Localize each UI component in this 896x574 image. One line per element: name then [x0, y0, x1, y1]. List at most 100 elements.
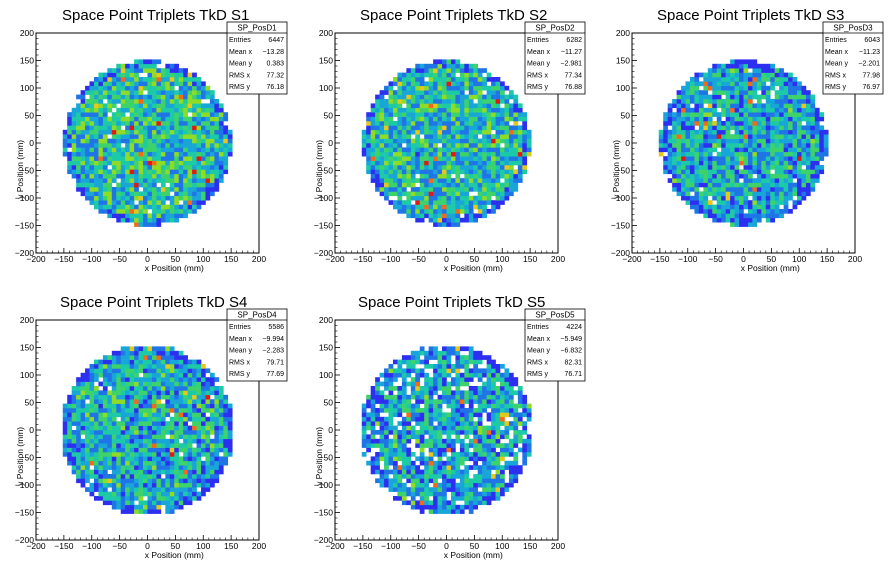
heatmap-cell — [747, 77, 753, 82]
heatmap-cell — [125, 447, 130, 453]
heatmap-cell — [187, 125, 193, 131]
heatmap-cell — [495, 99, 501, 104]
heatmap-cell — [761, 147, 767, 153]
heatmap-cell — [779, 165, 784, 170]
heatmap-cell — [93, 447, 99, 453]
heatmap-cell — [129, 482, 135, 488]
heatmap-cell — [174, 359, 180, 365]
heatmap-cell — [196, 377, 202, 382]
heatmap-cell — [694, 195, 700, 201]
heatmap-cell — [703, 165, 709, 170]
heatmap-cell — [366, 125, 371, 131]
heatmap-cell — [761, 178, 767, 183]
heatmap-cell — [384, 425, 389, 431]
heatmap-cell — [169, 112, 175, 117]
heatmap-cell — [694, 81, 700, 87]
heatmap-cell — [201, 178, 206, 183]
heatmap-cell — [196, 138, 202, 144]
heatmap-cell — [143, 103, 148, 109]
heatmap-cell — [517, 173, 523, 179]
heatmap-cell — [379, 125, 385, 131]
heatmap-cell — [526, 143, 532, 148]
heatmap-cell — [160, 491, 166, 497]
heatmap-cell — [187, 143, 193, 148]
heatmap-cell — [388, 452, 394, 457]
heatmap-cell — [752, 94, 758, 100]
heatmap-cell — [437, 77, 443, 82]
heatmap-cell — [779, 81, 784, 87]
heatmap-cell — [424, 156, 429, 161]
heatmap-cell — [819, 165, 825, 170]
heatmap-cell — [415, 107, 421, 113]
heatmap-cell — [384, 191, 389, 197]
heatmap-cell — [468, 169, 474, 175]
heatmap-cell — [491, 138, 496, 144]
heatmap-cell — [151, 112, 157, 117]
heatmap-cell — [459, 191, 465, 197]
heatmap-cell — [477, 204, 483, 210]
heatmap-cell — [433, 160, 438, 166]
heatmap-cell — [174, 160, 180, 166]
heatmap-cell — [134, 496, 139, 501]
heatmap-cell — [89, 403, 95, 409]
heatmap-cell — [446, 143, 452, 148]
heatmap-cell — [201, 421, 206, 426]
heatmap-cell — [464, 99, 470, 104]
heatmap-cell — [455, 59, 461, 65]
heatmap-cell — [80, 403, 86, 409]
heatmap-cell — [196, 474, 202, 479]
heatmap-cell — [689, 195, 695, 201]
heatmap-cell — [756, 125, 762, 131]
heatmap-cell — [102, 209, 108, 214]
heatmap-cell — [169, 386, 175, 391]
heatmap-cell — [397, 129, 403, 135]
heatmap-cell — [160, 364, 166, 369]
heatmap-cell — [814, 121, 820, 126]
heatmap-cell — [428, 63, 434, 69]
heatmap-cell — [178, 112, 184, 117]
heatmap-cell — [522, 129, 528, 135]
heatmap-cell — [102, 416, 108, 422]
heatmap-cell — [428, 178, 434, 183]
heatmap-cell — [805, 99, 811, 104]
heatmap-cell — [227, 138, 233, 144]
heatmap-cell — [433, 178, 438, 183]
heatmap-cell — [774, 178, 780, 183]
heatmap-cell — [482, 116, 487, 122]
heatmap-cell — [214, 169, 220, 175]
heatmap-cell — [730, 143, 735, 148]
heatmap-cell — [756, 121, 762, 126]
heatmap-cell — [743, 121, 749, 126]
heatmap-cell — [138, 94, 144, 100]
heatmap-cell — [174, 143, 180, 148]
heatmap-cell — [218, 121, 224, 126]
heatmap-cell — [107, 482, 113, 488]
heatmap-cell — [85, 160, 90, 166]
heatmap-cell — [375, 469, 380, 475]
stats-row-value: 6043 — [864, 37, 880, 44]
heatmap-cell — [120, 217, 126, 223]
heatmap-cell — [178, 143, 184, 148]
heatmap-cell — [455, 191, 461, 197]
heatmap-cell — [419, 178, 425, 183]
heatmap-cell — [739, 94, 744, 100]
heatmap-cell — [111, 191, 117, 197]
heatmap-cell — [392, 443, 398, 448]
heatmap-cell — [116, 425, 122, 431]
heatmap-cell — [201, 465, 206, 470]
heatmap-cell — [752, 143, 758, 148]
heatmap-cell — [788, 103, 793, 109]
heatmap-cell — [102, 469, 108, 475]
heatmap-cell — [797, 99, 802, 104]
heatmap-cell — [174, 94, 180, 100]
heatmap-cell — [183, 107, 188, 113]
heatmap-cell — [156, 377, 162, 382]
heatmap-cell — [526, 129, 532, 135]
heatmap-cell — [401, 107, 407, 113]
heatmap-cell — [459, 143, 465, 148]
heatmap-cell — [814, 165, 820, 170]
heatmap-cell — [201, 478, 206, 484]
heatmap-cell — [129, 63, 135, 69]
y-tick-label: 0 — [625, 138, 630, 148]
heatmap-cell — [169, 156, 175, 161]
